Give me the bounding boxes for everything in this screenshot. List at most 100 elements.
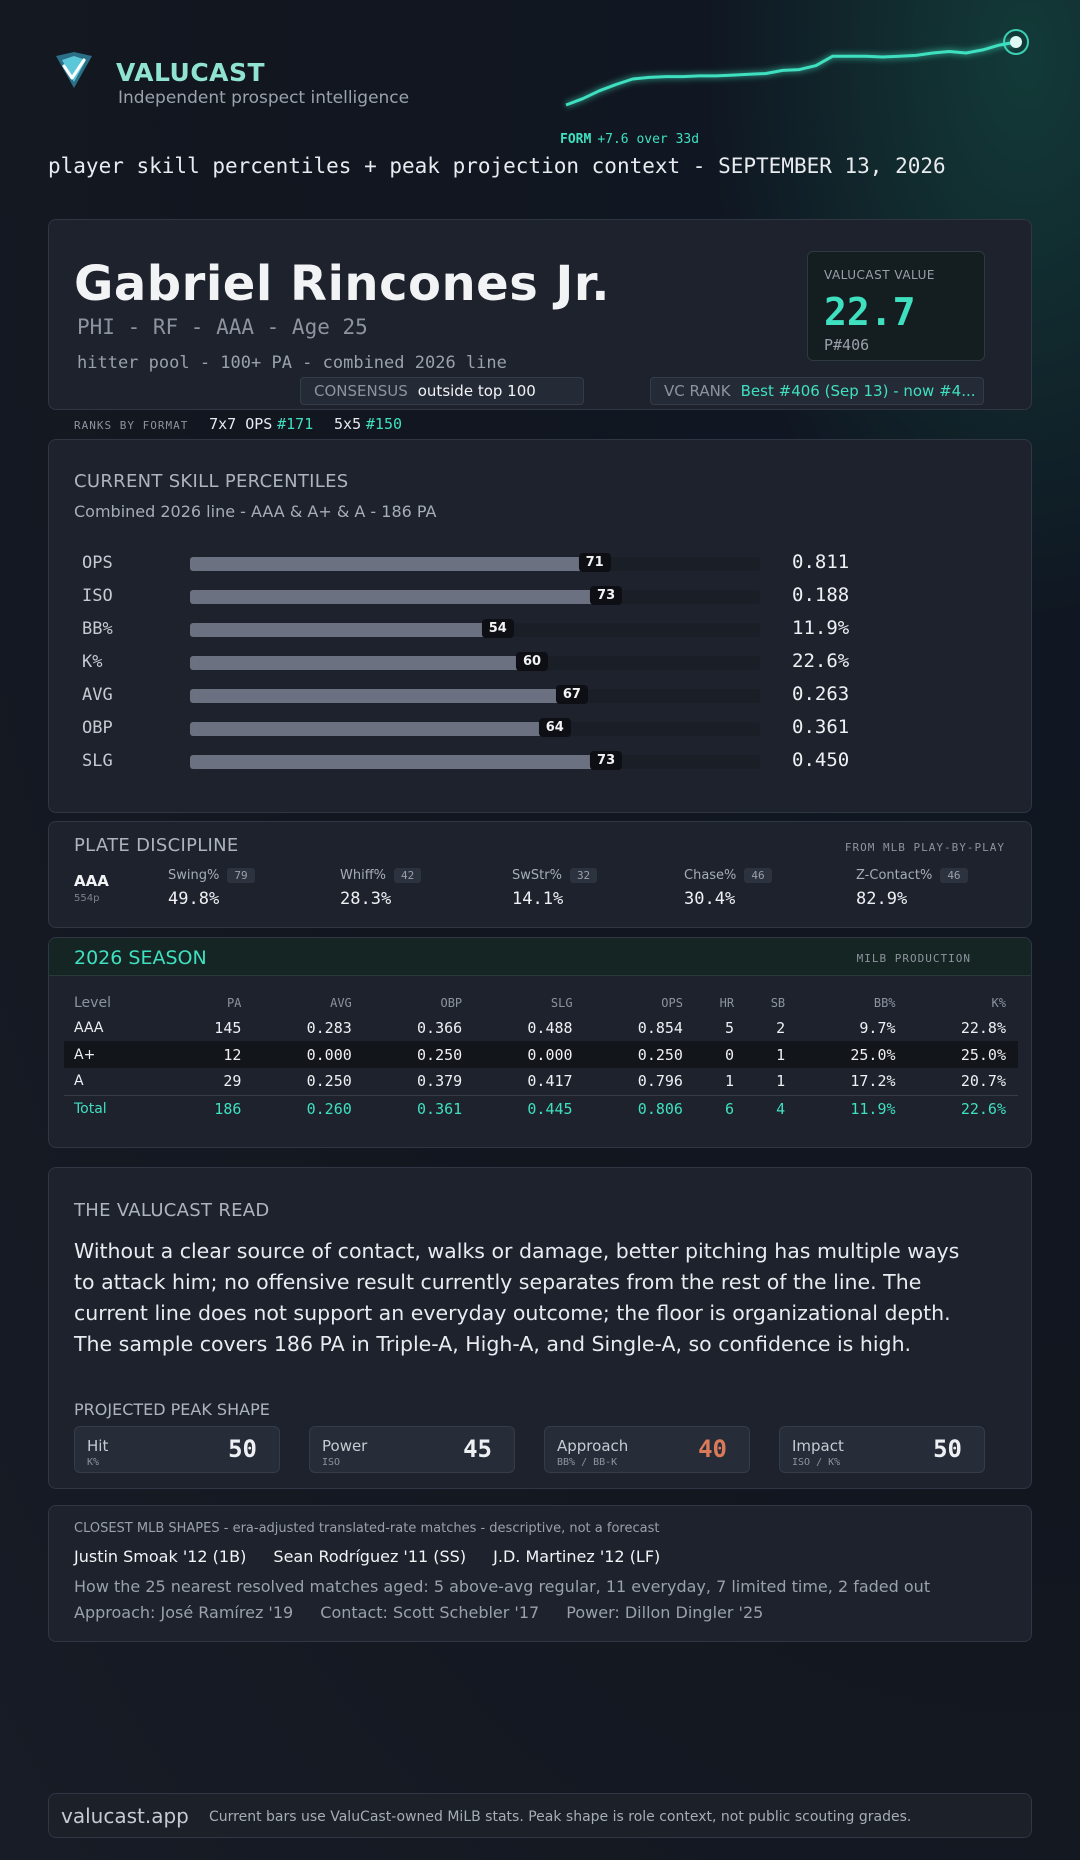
table-cell: Total <box>64 1094 178 1122</box>
table-cell: A+ <box>64 1041 178 1068</box>
plate-metric: Swing% 79 49.8% <box>168 864 318 909</box>
table-cell: 6 <box>694 1094 747 1122</box>
peak-sub: ISO / K% <box>792 1457 841 1468</box>
section-source: MILB PRODUCTION <box>856 952 971 965</box>
plate-metric: SwStr% 32 14.1% <box>512 864 662 909</box>
metric-percentile-badge: 32 <box>569 868 598 883</box>
skill-name: AVG <box>82 685 113 705</box>
skill-row-iso: ISO 73 0.188 <box>49 580 1033 610</box>
section-title: CURRENT SKILL PERCENTILES <box>74 471 349 492</box>
metric-label: SwStr% <box>512 868 562 883</box>
table-cell: 9.7% <box>859 1018 896 1037</box>
skill-value: 11.9% <box>792 617 850 639</box>
skill-value: 0.450 <box>792 749 850 771</box>
table-cell: 12 <box>177 1041 254 1068</box>
format-5x5: 5x5 <box>334 415 362 433</box>
peak-value: 45 <box>463 1435 492 1463</box>
consensus-pill: CONSENSUS outside top 100 <box>300 377 584 405</box>
table-cell: 0.000 <box>474 1041 585 1068</box>
player-meta: PHI - RF - AAA - Age 25 <box>77 315 368 339</box>
metric-label: Z-Contact% <box>856 868 933 883</box>
skill-value: 0.263 <box>792 683 850 705</box>
footer-site-link[interactable]: valucast.app <box>61 1804 189 1828</box>
table-cell: 20.7% <box>960 1072 1006 1091</box>
table-row: A 29 0.250 0.379 0.417 0.796 1 1 17.2% 20.7% <box>64 1068 1018 1095</box>
column-header: AVG <box>330 996 352 1010</box>
skill-bar-fill <box>190 590 607 604</box>
column-header: Level <box>74 995 111 1011</box>
format-7x7-rank: #171 <box>277 415 314 433</box>
format-7x7: 7x7 OPS <box>209 415 273 433</box>
closest-alternates: Approach: José Ramírez '19 Contact: Scot… <box>74 1603 785 1622</box>
metric-value: 49.8% <box>168 889 220 909</box>
table-row: AAA 145 0.283 0.366 0.488 0.854 5 2 9.7% 22.8% <box>64 1014 1018 1041</box>
brand-name: VALUCAST <box>116 58 266 87</box>
skill-bar-fill <box>190 557 595 571</box>
section-title: THE VALUCAST READ <box>74 1200 270 1221</box>
player-name: Gabriel Rincones Jr. <box>74 256 610 312</box>
table-cell: 2 <box>776 1018 786 1037</box>
plate-metric: Chase% 46 30.4% <box>684 864 834 909</box>
metric-value: 30.4% <box>684 889 736 909</box>
column-header: SLG <box>550 996 573 1010</box>
table-cell: 0.283 <box>306 1018 352 1037</box>
alt-comp: Contact: Scott Schebler '17 <box>320 1603 540 1622</box>
skill-name: K% <box>82 652 103 672</box>
table-cell: 0.854 <box>637 1018 683 1037</box>
plate-pitches: 554p <box>74 893 100 904</box>
peak-label: Approach <box>557 1437 629 1455</box>
skill-name: BB% <box>82 619 113 639</box>
skill-bar-track: 73 <box>190 751 760 770</box>
peak-tool-power: Power ISO 45 <box>309 1426 515 1473</box>
section-source: FROM MLB PLAY-BY-PLAY <box>844 841 1005 854</box>
form-change: +7.6 over 33d <box>597 132 700 147</box>
table-cell: 0.000 <box>253 1041 364 1068</box>
skill-percentile-tag: 71 <box>578 553 611 572</box>
peak-tool-approach: Approach BB% / BB-K 40 <box>544 1426 750 1473</box>
table-cell: 1 <box>725 1072 735 1091</box>
metric-label: Chase% <box>684 868 737 883</box>
peak-value: 40 <box>698 1435 727 1463</box>
column-header: PA <box>226 996 242 1010</box>
peak-label: Hit <box>87 1437 109 1455</box>
plate-metric: Whiff% 42 28.3% <box>340 864 490 909</box>
vc-rank-pill: VC RANK Best #406 (Sep 13) - now #4... <box>650 377 984 405</box>
skill-name: SLG <box>82 751 113 771</box>
table-cell: 29 <box>223 1072 242 1091</box>
skill-percentile-tag: 60 <box>515 652 549 671</box>
skill-value: 0.361 <box>792 716 850 738</box>
vc-rank-value: Best #406 (Sep 13) - now #4... <box>740 382 976 400</box>
brand-tagline: Independent prospect intelligence <box>118 88 410 108</box>
form-label: FORM +7.6 over 33d <box>560 132 700 147</box>
peak-tool-hit: Hit K% 50 <box>74 1426 280 1473</box>
table-cell: 17.2% <box>850 1072 896 1091</box>
read-paragraph: Without a clear source of contact, walks… <box>74 1239 960 1356</box>
metric-percentile-badge: 46 <box>744 868 772 883</box>
table-cell: 4 <box>746 1094 798 1122</box>
skill-bar-track: 71 <box>190 553 760 572</box>
skill-percentile-tag: 67 <box>555 685 588 704</box>
value-label: VALUCAST VALUE <box>824 268 935 282</box>
closest-aging: How the 25 nearest resolved matches aged… <box>74 1577 931 1596</box>
comp-name: Justin Smoak '12 (1B) <box>74 1547 247 1566</box>
column-header: K% <box>991 996 1006 1010</box>
season-table: Level PA AVG OBP SLG OPS HR SB BB% K% AAA 145 0.283… <box>64 992 1018 1122</box>
plate-level: AAA <box>74 872 109 890</box>
column-header: OBP <box>440 996 463 1010</box>
plate-discipline-card: PLATE DISCIPLINE FROM MLB PLAY-BY-PLAY A… <box>48 821 1032 928</box>
table-cell: 0.250 <box>363 1041 475 1068</box>
footer-note: Current bars use ValuCast-owned MiLB sta… <box>209 1809 912 1825</box>
peak-value: 50 <box>933 1435 962 1463</box>
section-subtitle: Combined 2026 line - AAA & A+ & A - 186 … <box>74 502 437 521</box>
closest-names: Justin Smoak '12 (1B) Sean Rodríguez '11… <box>74 1547 682 1566</box>
skill-percentile-tag: 73 <box>590 751 623 770</box>
skill-value: 0.811 <box>792 551 850 573</box>
table-cell: 0.417 <box>527 1072 573 1091</box>
skill-bar-fill <box>190 689 572 703</box>
metric-value: 14.1% <box>512 889 564 909</box>
skill-bar-track: 54 <box>190 619 760 638</box>
section-title: 2026 SEASON <box>74 947 207 969</box>
metric-label: Whiff% <box>340 868 387 883</box>
form-endpoint-halo <box>1003 29 1029 55</box>
comp-name: J.D. Martinez '12 (LF) <box>493 1547 661 1566</box>
